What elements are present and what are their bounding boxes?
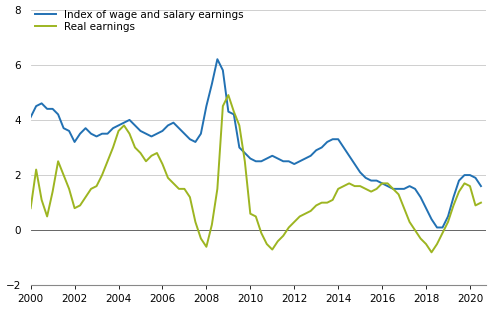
Line: Index of wage and salary earnings: Index of wage and salary earnings bbox=[31, 59, 481, 228]
Real earnings bbox=[121, 124, 127, 127]
Index of wage and salary earnings bbox=[215, 57, 220, 61]
Index of wage and salary earnings bbox=[55, 113, 61, 116]
Index of wage and salary earnings bbox=[357, 170, 363, 174]
Real earnings bbox=[93, 184, 99, 188]
Index of wage and salary earnings bbox=[28, 115, 33, 119]
Real earnings bbox=[55, 159, 61, 163]
Line: Real earnings: Real earnings bbox=[31, 95, 481, 252]
Real earnings bbox=[28, 206, 33, 210]
Index of wage and salary earnings bbox=[385, 184, 391, 188]
Real earnings bbox=[429, 250, 434, 254]
Index of wage and salary earnings bbox=[434, 226, 440, 229]
Real earnings bbox=[302, 212, 308, 215]
Legend: Index of wage and salary earnings, Real earnings: Index of wage and salary earnings, Real … bbox=[35, 10, 244, 32]
Real earnings bbox=[357, 184, 363, 188]
Real earnings bbox=[385, 181, 391, 185]
Index of wage and salary earnings bbox=[121, 121, 127, 125]
Real earnings bbox=[478, 201, 484, 205]
Index of wage and salary earnings bbox=[93, 135, 99, 138]
Index of wage and salary earnings bbox=[302, 157, 308, 160]
Index of wage and salary earnings bbox=[478, 184, 484, 188]
Real earnings bbox=[225, 93, 231, 97]
